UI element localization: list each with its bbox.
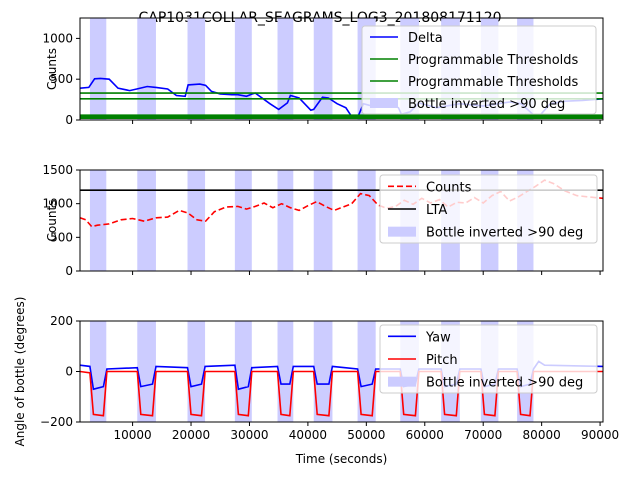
panel-bottom: −200 0 200 10000 20000 30000 40000 50000 60000 70… <box>13 297 619 466</box>
x-axis-label: Time (seconds) <box>295 452 388 466</box>
y-axis-label: Angle of bottle (degrees) <box>13 297 27 447</box>
y-tick-label: 1000 <box>42 31 73 45</box>
inverted-band <box>137 170 156 271</box>
axes-frame <box>79 17 604 121</box>
legend-label: Yaw <box>425 330 451 345</box>
y-tick-label: 500 <box>50 72 73 86</box>
inverted-band <box>137 321 156 422</box>
y-tick-label: 0 <box>65 113 73 127</box>
legend-swatch-band <box>370 98 398 108</box>
inverted-band <box>137 18 156 120</box>
legend-label: Bottle inverted >90 deg <box>426 376 583 391</box>
legend: Yaw Pitch Bottle inverted >90 deg <box>379 324 598 394</box>
inverted-band <box>357 321 376 422</box>
legend-label: LTA <box>426 203 447 218</box>
inverted-band <box>277 170 294 271</box>
y-axis-label: Counts <box>45 48 59 90</box>
inverted-band <box>313 18 333 120</box>
legend-label: Bottle inverted >90 deg <box>426 226 583 241</box>
legend-swatch-band <box>388 376 416 387</box>
legend: Delta Programmable Thresholds Programmable… <box>361 25 597 115</box>
y-tick-label: −200 <box>40 415 73 429</box>
legend-label: Delta <box>408 31 443 46</box>
inverted-band <box>187 170 206 271</box>
panel-middle: 0 500 1000 1500 Counts Counts LTA Bottle invert… <box>42 163 604 278</box>
x-tick-label: 50000 <box>347 428 385 442</box>
x-tick-label: 30000 <box>230 428 268 442</box>
y-tick-label: 200 <box>50 314 73 328</box>
inverted-band <box>234 321 252 422</box>
y-tick-label: 1000 <box>42 197 73 211</box>
inverted-band <box>313 170 333 271</box>
legend-label: Pitch <box>426 353 458 368</box>
inverted-band <box>187 18 206 120</box>
y-tick-label: 0 <box>65 264 73 278</box>
inverted-band <box>89 170 107 271</box>
legend-label: Counts <box>426 180 472 195</box>
panel-top: 0 500 1000 Counts Delta Programmable Threshol… <box>42 17 604 127</box>
legend-swatch-band <box>388 226 416 237</box>
x-tick-label: 60000 <box>406 428 444 442</box>
x-tick-label: 90000 <box>581 428 619 442</box>
x-tick-label: 80000 <box>523 428 561 442</box>
x-tick-label: 20000 <box>172 428 210 442</box>
legend-box <box>361 25 597 115</box>
legend-label: Bottle inverted >90 deg <box>408 97 565 112</box>
legend-box <box>379 174 598 244</box>
axes-frame <box>79 169 604 272</box>
inverted-band <box>234 170 252 271</box>
inverted-band <box>277 321 294 422</box>
inverted-band <box>89 321 107 422</box>
y-tick-label: 500 <box>50 230 73 244</box>
y-tick-label: 0 <box>65 365 73 379</box>
legend: Counts LTA Bottle inverted >90 deg <box>379 174 598 244</box>
x-tick-label: 40000 <box>289 428 327 442</box>
inverted-band <box>313 321 333 422</box>
inverted-band <box>234 18 252 120</box>
inverted-band <box>357 170 376 271</box>
x-tick-label: 70000 <box>464 428 502 442</box>
inverted-band <box>89 18 107 120</box>
y-axis-label: Counts <box>45 200 59 242</box>
x-tick-label: 10000 <box>113 428 151 442</box>
inverted-band <box>277 18 294 120</box>
legend-label: Programmable Thresholds <box>408 53 579 68</box>
y-tick-label: 1500 <box>42 163 73 177</box>
series-line-pitch <box>80 370 603 417</box>
legend-box <box>379 324 598 394</box>
legend-label: Programmable Thresholds <box>408 75 579 90</box>
inverted-band <box>187 321 206 422</box>
